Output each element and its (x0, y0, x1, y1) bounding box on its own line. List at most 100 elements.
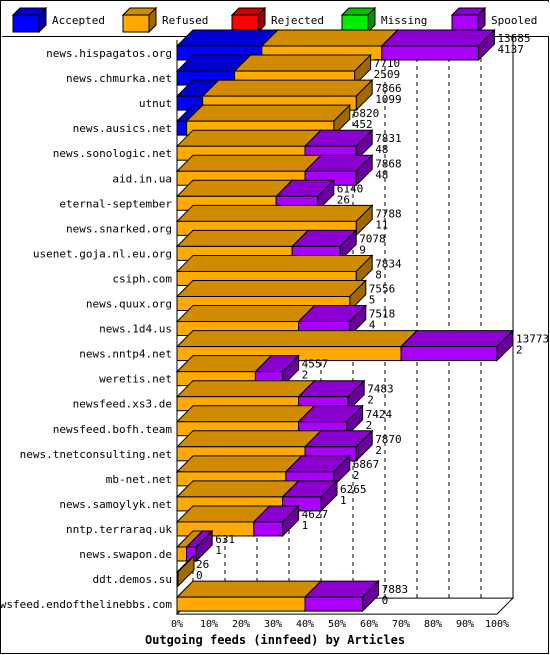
legend-swatch-box-missing (341, 7, 377, 33)
value-label-second: 4 (369, 319, 376, 332)
x-tick-label: 50% (328, 619, 346, 630)
value-label-offered: 6820 (353, 107, 380, 120)
legend-label-rejected: Rejected (271, 14, 324, 27)
bar-row-ddt.demos.su (175, 554, 196, 588)
value-label-second: 2 (367, 394, 374, 407)
value-label-second: 26 (337, 193, 350, 206)
legend-swatch-box-spooled (451, 7, 487, 33)
x-tick-label: 30% (264, 619, 282, 630)
row-label: eternal-september (59, 197, 172, 210)
legend-label-refused: Refused (162, 14, 209, 27)
row-label: csiph.com (112, 272, 172, 285)
x-tick-label: 80% (424, 619, 442, 630)
x-tick-label: 100% (485, 619, 509, 630)
bar-newsfeed.endofthelinebbs.com-spooled (303, 579, 380, 613)
value-label-second: 2 (516, 344, 523, 357)
x-tick-label: 40% (296, 619, 314, 630)
value-label-second: 8 (375, 268, 382, 281)
value-label-offered: 4557 (302, 358, 329, 371)
row-label: utnut (139, 97, 172, 110)
value-label-second: 452 (353, 118, 373, 131)
bar-news.nntp4.net-spooled (399, 329, 515, 362)
legend-swatch-box-accepted (12, 7, 48, 33)
bar-ddt.demos.su-refused (175, 554, 196, 588)
value-label-offered: 7883 (382, 583, 409, 596)
value-label-offered: 7556 (369, 283, 396, 296)
row-label: news.nntp4.net (79, 348, 172, 361)
value-label-second: 1 (340, 494, 347, 507)
value-label-second: 1099 (375, 93, 402, 106)
value-label-second: 2 (353, 469, 360, 482)
legend-swatch-rejected (231, 7, 267, 33)
x-axis-title: Outgoing feeds (innfeed) by Articles (144, 633, 406, 647)
value-label-offered: 7870 (375, 433, 402, 446)
bar-row-news.snarked.org (175, 204, 374, 237)
value-label-offered: 631 (215, 533, 235, 546)
value-label-second: 11 (375, 218, 388, 231)
value-label-offered: 7483 (367, 383, 394, 396)
value-label-offered: 7831 (375, 132, 402, 145)
row-label: news.snarked.org (66, 222, 172, 235)
row-label: ddt.demos.su (93, 573, 172, 586)
legend-swatch-missing (341, 7, 377, 33)
row-label: usenet.goja.nl.eu.org (33, 247, 172, 260)
row-label: news.quux.org (86, 298, 172, 311)
x-tick-label: 0% (171, 619, 183, 630)
value-label-second: 2509 (374, 68, 401, 81)
x-tick-label: 20% (232, 619, 250, 630)
row-label: news.ausics.net (73, 122, 172, 135)
row-label: mb-net.net (106, 473, 172, 486)
bar-row-mb-net.net (175, 454, 352, 488)
value-label-second: 1 (215, 544, 222, 557)
value-label-offered: 7788 (375, 207, 402, 220)
value-label-offered: 6265 (340, 483, 367, 496)
value-label-second: 48 (375, 143, 388, 156)
bar-mb-net.net-spooled (284, 454, 352, 488)
row-label: news.tnetconsulting.net (20, 448, 172, 461)
row-label: nntp.terraraq.uk (66, 523, 172, 536)
bar-row-nntp.terraraq.uk (175, 504, 300, 538)
legend-label-missing: Missing (381, 14, 428, 27)
bar-newsfeed.bofh.team-spooled (297, 404, 364, 437)
row-label: news.samoylyk.net (59, 498, 172, 511)
value-label-offered: 7078 (359, 232, 386, 245)
value-label-second: 2 (366, 419, 373, 432)
bar-nntp.terraraq.uk-spooled (252, 504, 300, 538)
bar-row-news.swapon.de (175, 529, 214, 563)
value-label-offered: 7866 (375, 82, 402, 95)
row-label: news.chmurka.net (66, 72, 172, 85)
value-label-offered: 7518 (369, 308, 396, 321)
value-label-offered: 7834 (375, 257, 402, 270)
legend-label-accepted: Accepted (52, 14, 105, 27)
bar-row-newsfeed.bofh.team (175, 404, 364, 437)
bar-row-eternal-september (175, 179, 336, 212)
row-label: news.hispagatos.org (46, 47, 172, 60)
x-tick-label: 90% (456, 619, 474, 630)
row-label: weretis.net (99, 373, 172, 386)
value-label-offered: 4627 (302, 508, 329, 521)
row-label: aid.in.ua (112, 172, 172, 185)
x-tick-label: 60% (360, 619, 378, 630)
legend-label-spooled: Spooled (491, 14, 538, 27)
value-label-offered: 7868 (375, 157, 402, 170)
value-label-second: 1 (302, 519, 309, 532)
x-tick-label: 70% (392, 619, 410, 630)
bar-news.snarked.org-refused (175, 204, 374, 237)
row-label: news.1d4.us (99, 323, 172, 336)
value-label-second: 5 (369, 294, 376, 307)
value-label-offered: 26 (196, 558, 209, 571)
value-label-offered: 7424 (366, 408, 393, 421)
value-label-offered: 13773 (516, 333, 549, 346)
value-label-offered: 6867 (353, 458, 380, 471)
legend-swatch-spooled (451, 7, 487, 33)
legend-swatch-accepted (12, 7, 48, 33)
value-label-second: 0 (382, 594, 389, 607)
value-label-second: 0 (196, 569, 203, 582)
value-label-second: 4137 (497, 43, 524, 56)
bar-row-newsfeed.endofthelinebbs.com (175, 579, 380, 613)
legend-swatch-refused (122, 7, 158, 33)
row-label: newsfeed.endofthelinebbs.com (0, 598, 172, 611)
row-label: news.swapon.de (79, 548, 172, 561)
legend-swatch-box-refused (122, 7, 158, 33)
